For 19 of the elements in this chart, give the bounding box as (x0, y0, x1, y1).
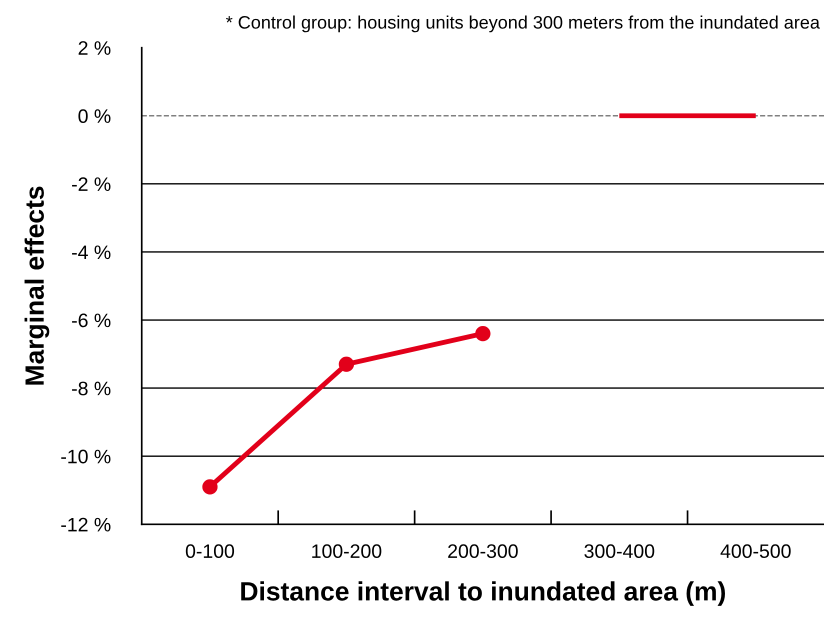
y-tick-label: -2 % (72, 177, 110, 192)
y-tick-label: -10 % (61, 450, 110, 464)
y-axis-title: Marginal effects (24, 186, 50, 385)
y-tick-label: -6 % (72, 313, 110, 328)
x-tick-label: 0-100 (186, 544, 234, 558)
y-tick-label: 2 % (78, 41, 110, 55)
y-tick-label: -12 % (61, 518, 110, 532)
x-tick-label: 200-300 (448, 544, 518, 558)
y-tick-label: -4 % (72, 245, 110, 260)
point (338, 356, 354, 372)
y-tick-label: 0 % (78, 109, 110, 123)
x-tick-label: 100-200 (312, 544, 382, 558)
point (475, 326, 491, 342)
x-tick-label: 400-500 (720, 544, 791, 558)
text: * Control group: housing units beyond 300 meters from the inundated area (226, 15, 820, 32)
point (202, 479, 218, 494)
y-tick-label: -8 % (72, 382, 110, 396)
x-tick-label: 300-400 (584, 544, 654, 558)
x-axis-title: Distance interval to inundated area (m) (241, 581, 725, 606)
